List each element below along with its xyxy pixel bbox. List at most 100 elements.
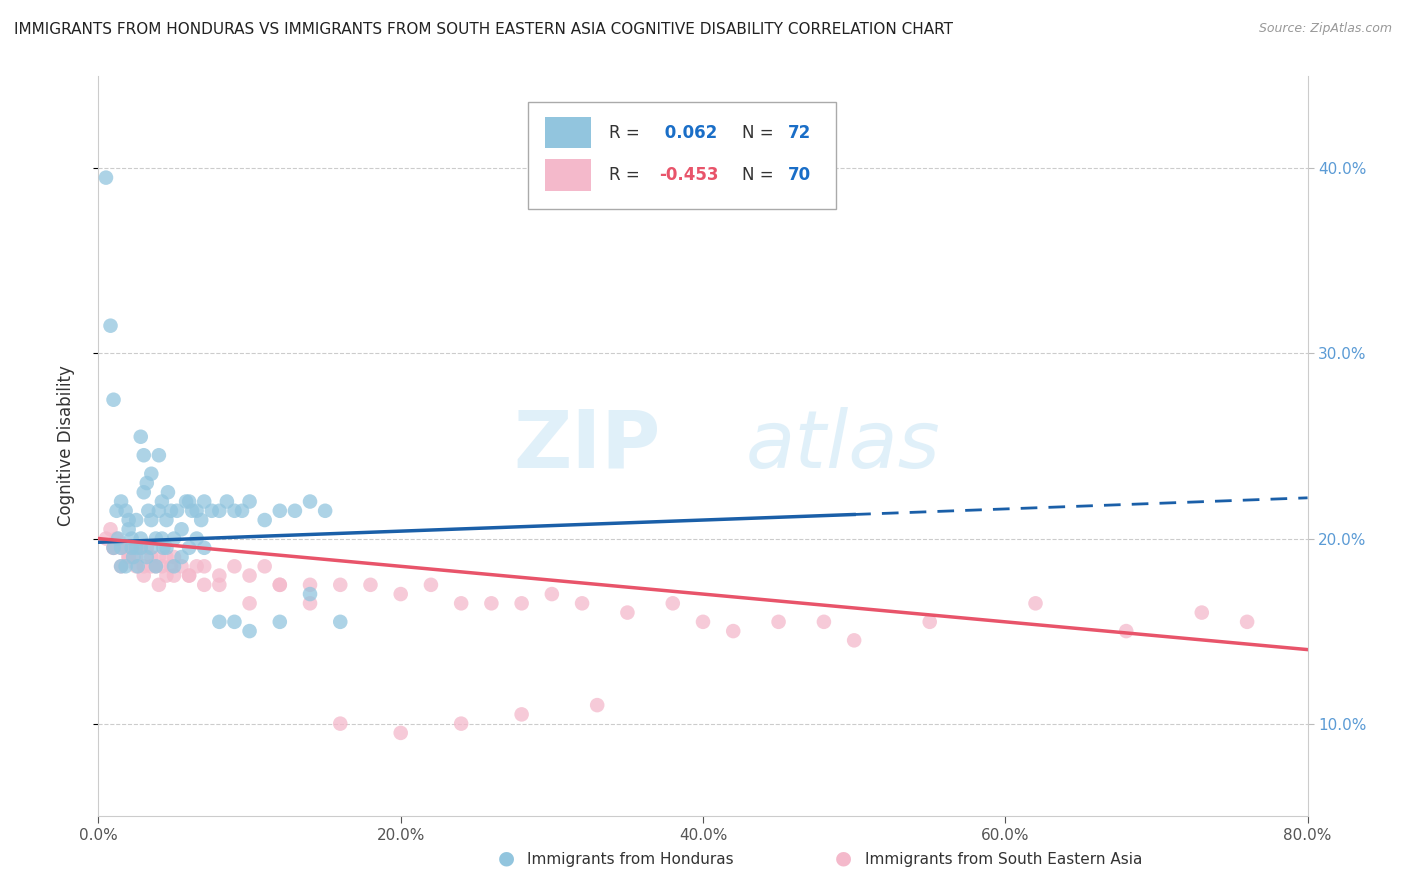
Point [193,494,215,508]
Point [152,541,174,555]
Point [299,596,322,610]
Point [231,504,253,518]
Point [450,596,472,610]
Point [132,559,155,574]
Text: 0.062: 0.062 [659,124,717,142]
Point [145,559,167,574]
Point [314,504,336,518]
Point [94,170,117,185]
Point [510,596,533,610]
Point [224,504,246,518]
Text: ZIP: ZIP [513,407,661,485]
Point [329,578,352,592]
Point [224,559,246,574]
Point [481,596,503,610]
Point [114,541,136,555]
Point [186,532,208,546]
Point [118,549,141,565]
Point [129,541,152,555]
Point [510,707,533,722]
Point [269,578,291,592]
Point [616,606,638,620]
Point [148,578,170,592]
Point [110,559,132,574]
Point [844,633,866,648]
Text: ●: ● [835,848,852,867]
Point [155,568,177,582]
Point [768,615,790,629]
Point [132,485,155,500]
Point [129,541,152,555]
Point [170,559,193,574]
Y-axis label: Cognitive Disability: Cognitive Disability [56,366,75,526]
Point [190,513,212,527]
Point [661,596,683,610]
Point [179,568,201,582]
Point [420,578,443,592]
Point [100,522,122,536]
Point [163,532,186,546]
Point [150,494,173,508]
Point [166,504,188,518]
Point [103,541,125,555]
Point [239,568,262,582]
Point [129,532,152,546]
Point [160,504,183,518]
Point [155,541,177,555]
Point [269,504,291,518]
Text: Source: ZipAtlas.com: Source: ZipAtlas.com [1258,22,1392,36]
Text: ●: ● [498,848,515,867]
Point [155,513,177,527]
Point [193,578,215,592]
Point [118,513,141,527]
Point [723,624,745,639]
Text: N =: N = [742,124,779,142]
FancyBboxPatch shape [544,160,591,191]
Point [181,504,204,518]
Point [239,494,262,508]
Point [156,485,179,500]
Point [148,448,170,462]
Point [269,615,291,629]
Point [1236,615,1258,629]
Point [193,541,215,555]
Text: atlas: atlas [745,407,941,485]
Point [269,578,291,592]
Point [150,532,173,546]
Point [94,532,117,546]
Point [132,448,155,462]
Point [127,559,149,574]
Point [201,504,224,518]
Point [141,559,163,574]
Point [118,549,141,565]
Point [918,615,941,629]
Point [208,578,231,592]
Point [110,541,132,555]
Point [150,559,173,574]
Point [389,587,412,601]
Point [163,549,186,565]
Point [103,541,125,555]
Point [122,549,145,565]
Text: R =: R = [609,124,645,142]
Point [389,726,412,740]
Point [160,559,183,574]
Point [135,541,157,555]
Point [129,430,152,444]
Point [110,559,132,574]
Point [360,578,382,592]
Point [141,467,163,481]
Point [163,568,186,582]
Point [107,532,129,546]
Point [299,494,322,508]
Point [193,559,215,574]
Point [208,615,231,629]
Text: 72: 72 [787,124,811,142]
Point [179,568,201,582]
Point [450,716,472,731]
Text: IMMIGRANTS FROM HONDURAS VS IMMIGRANTS FROM SOUTH EASTERN ASIA COGNITIVE DISABIL: IMMIGRANTS FROM HONDURAS VS IMMIGRANTS F… [14,22,953,37]
Point [141,541,163,555]
FancyBboxPatch shape [544,117,591,148]
Point [224,615,246,629]
Point [145,559,167,574]
